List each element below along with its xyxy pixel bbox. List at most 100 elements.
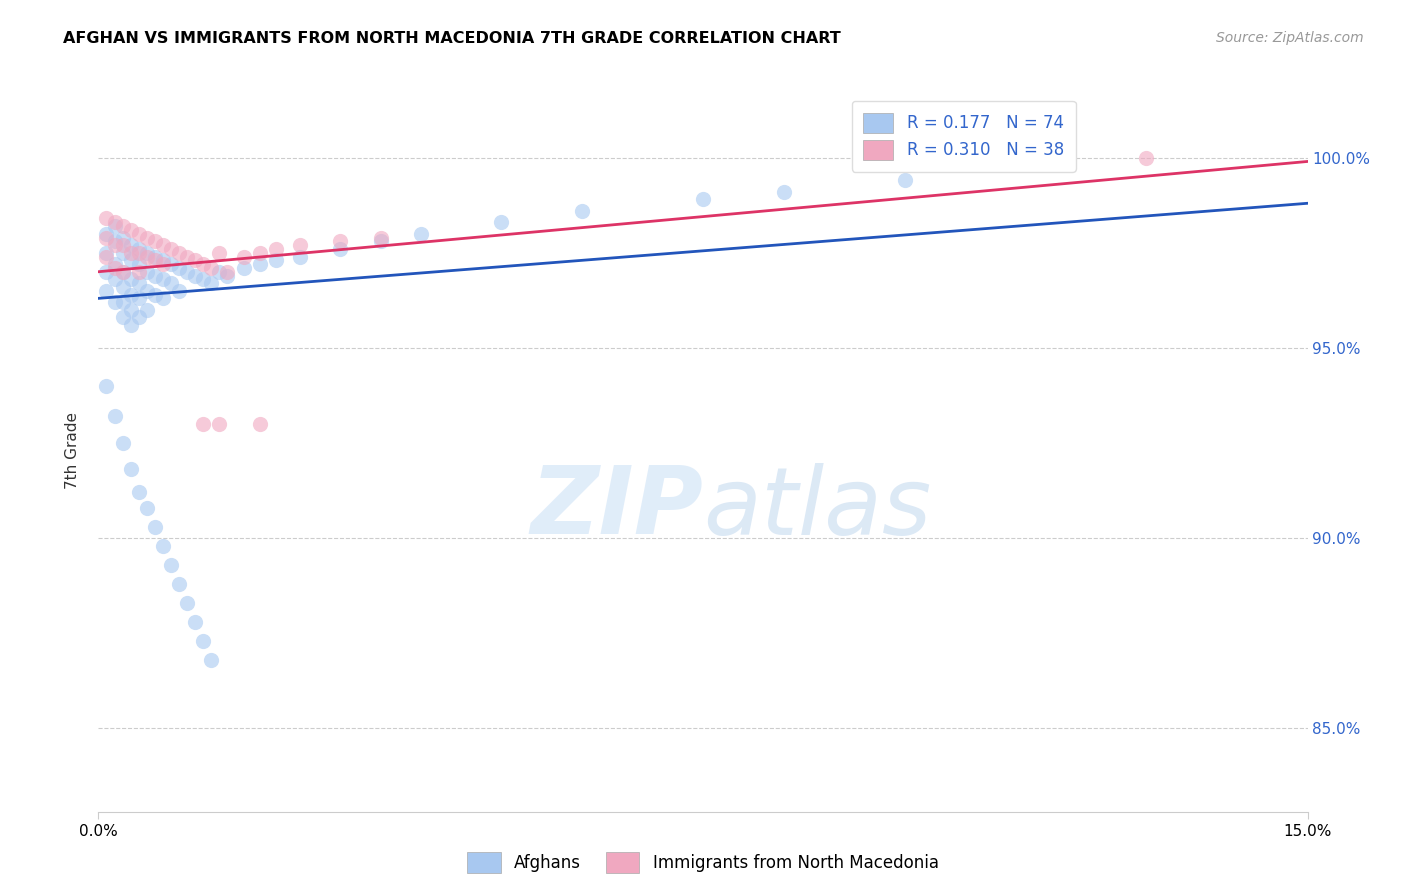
Point (249, 417, 271, 431)
Point (111, 265, 134, 279)
Point (96, 379, 118, 393)
Point (193, 257, 215, 271)
Text: AFGHAN VS IMMIGRANTS FROM NORTH MACEDONIA 7TH GRADE CORRELATION CHART: AFGHAN VS IMMIGRANTS FROM NORTH MACEDONI… (63, 31, 841, 46)
Point (167, 260, 190, 275)
Point (111, 310, 134, 325)
Point (491, 215, 513, 229)
Point (111, 280, 134, 294)
Point (176, 596, 198, 610)
Point (152, 253, 174, 268)
Point (103, 215, 125, 229)
Point (128, 291, 150, 305)
Point (208, 265, 231, 279)
Point (128, 257, 150, 271)
Point (143, 287, 166, 301)
Point (96, 211, 118, 226)
Point (111, 435, 134, 450)
Point (96, 230, 118, 244)
Point (193, 417, 215, 431)
Point (120, 318, 142, 332)
Point (152, 272, 174, 286)
Point (409, 227, 432, 241)
Point (120, 253, 142, 268)
Point (232, 250, 254, 264)
Point (152, 257, 174, 271)
Point (103, 295, 125, 310)
Point (143, 253, 166, 268)
Point (143, 235, 166, 249)
Point (96, 250, 118, 264)
Point (135, 245, 157, 260)
Point (167, 284, 190, 298)
Point (264, 242, 287, 256)
Point (135, 250, 157, 264)
Point (111, 238, 134, 252)
Point (152, 539, 174, 553)
Point (167, 245, 190, 260)
Legend: Afghans, Immigrants from North Macedonia: Afghans, Immigrants from North Macedonia (461, 846, 945, 880)
Point (193, 272, 215, 286)
Point (111, 219, 134, 233)
Point (160, 242, 183, 256)
Point (232, 260, 254, 275)
Point (135, 265, 157, 279)
Point (120, 287, 142, 301)
Point (160, 257, 183, 271)
Point (176, 250, 198, 264)
Point (96, 284, 118, 298)
Point (120, 223, 142, 237)
Legend: R = 0.177   N = 74, R = 0.310   N = 38: R = 0.177 N = 74, R = 0.310 N = 38 (852, 101, 1076, 172)
Point (135, 284, 157, 298)
Point (184, 268, 207, 283)
Point (893, 173, 915, 187)
Point (135, 500, 157, 515)
Point (288, 238, 311, 252)
Point (128, 242, 150, 256)
Point (249, 257, 271, 271)
Point (120, 462, 142, 476)
Y-axis label: 7th Grade: 7th Grade (65, 412, 80, 489)
Point (120, 302, 142, 317)
Point (152, 238, 174, 252)
Point (208, 245, 231, 260)
Point (329, 242, 352, 256)
Point (128, 245, 150, 260)
Point (143, 250, 166, 264)
Point (103, 260, 125, 275)
Point (264, 253, 287, 268)
Point (208, 417, 231, 431)
Point (152, 291, 174, 305)
Point (120, 245, 142, 260)
Point (288, 250, 311, 264)
Point (111, 265, 134, 279)
Text: atlas: atlas (703, 463, 931, 554)
Point (96, 245, 118, 260)
Point (571, 203, 593, 218)
Point (103, 409, 125, 424)
Point (128, 265, 150, 279)
Point (128, 310, 150, 325)
Point (111, 295, 134, 310)
Point (193, 633, 215, 648)
Point (96, 265, 118, 279)
Point (111, 245, 134, 260)
Point (692, 193, 714, 207)
Point (370, 230, 392, 244)
Point (1135, 151, 1157, 165)
Point (772, 185, 794, 199)
Text: Source: ZipAtlas.com: Source: ZipAtlas.com (1216, 31, 1364, 45)
Point (120, 238, 142, 252)
Point (103, 235, 125, 249)
Point (103, 219, 125, 233)
Point (120, 272, 142, 286)
Point (128, 227, 150, 241)
Point (143, 268, 166, 283)
Point (143, 519, 166, 533)
Point (329, 235, 352, 249)
Point (135, 230, 157, 244)
Point (96, 227, 118, 241)
Point (103, 238, 125, 252)
Point (160, 276, 183, 290)
Point (217, 265, 239, 279)
Point (176, 265, 198, 279)
